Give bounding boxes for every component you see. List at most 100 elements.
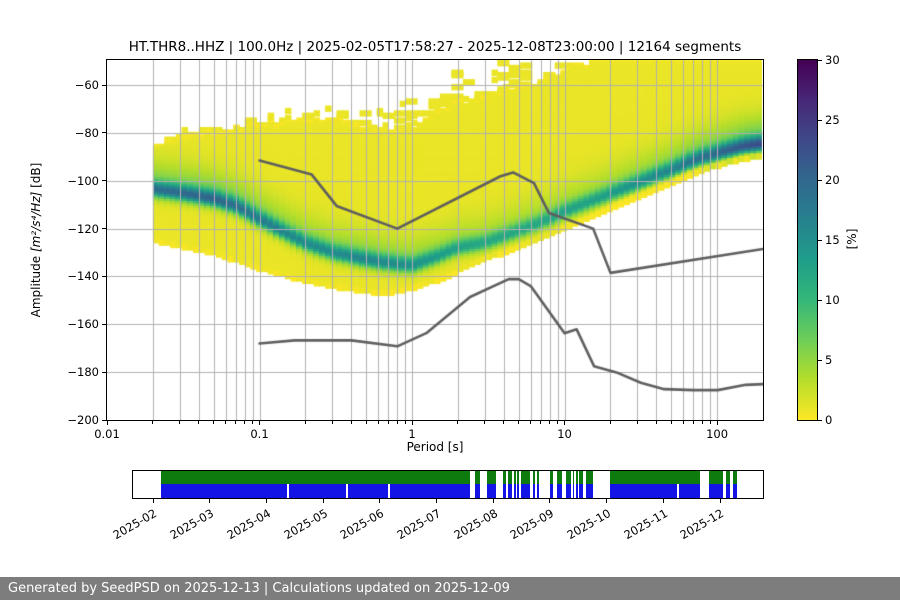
coverage-segment-row-2-blue (565, 484, 571, 498)
coverage-segment-row-1-green (550, 471, 554, 484)
timeline-month-label: 2025-12 (677, 506, 727, 543)
timeline-coverage (132, 470, 764, 499)
coverage-segment-row-1-green (514, 471, 517, 484)
timeline-month-label: 2025-10 (564, 506, 614, 543)
coverage-segment-row-1-green (533, 471, 535, 484)
plot-title: HT.THR8..HHZ | 100.0Hz | 2025-02-05T17:5… (128, 39, 742, 55)
coverage-segment-row-1-green (725, 471, 731, 484)
timeline-month-tick (209, 499, 211, 503)
coverage-segment-row-1-green (575, 471, 578, 484)
colorbar-tick-label: 0 (825, 413, 833, 427)
x-axis-major-tick (411, 421, 413, 425)
x-axis-minor-tick (609, 421, 611, 424)
coverage-segment-row-2-blue (575, 484, 578, 498)
timeline-month-label: 2025-07 (394, 506, 444, 543)
coverage-segment-row-1-green (579, 471, 583, 484)
y-axis-tick (102, 180, 106, 182)
x-axis-minor-tick (235, 421, 237, 424)
y-axis-tick-label: −120 (67, 221, 99, 236)
y-axis-tick (102, 323, 106, 325)
coverage-blue-gap (286, 484, 289, 498)
colorbar-tick-label: 5 (825, 353, 833, 367)
coverage-segment-row-1-green (160, 471, 471, 484)
coverage-blue-gap (345, 484, 348, 498)
coverage-segment-row-2-blue (725, 484, 731, 498)
x-axis-minor-tick (377, 421, 379, 424)
x-axis-minor-tick (670, 421, 672, 424)
colorbar-tick-label: 10 (825, 293, 840, 307)
x-axis-tick-label: 0.01 (94, 427, 120, 441)
y-axis-tick-label: −140 (67, 269, 99, 284)
colorbar-tick (818, 59, 822, 61)
x-axis-minor-tick (365, 421, 367, 424)
y-axis-tick-label: −180 (67, 365, 99, 380)
coverage-blue-gap (677, 484, 680, 498)
x-axis-minor-tick (457, 421, 459, 424)
timeline-month-tick (379, 499, 381, 503)
coverage-segment-row-2-blue (160, 484, 471, 498)
timeline-month-label: 2025-06 (337, 506, 387, 543)
x-axis-minor-tick (701, 421, 703, 424)
x-axis-major-tick (716, 421, 718, 425)
coverage-segment-row-2-blue (585, 484, 593, 498)
x-axis-minor-tick (692, 421, 694, 424)
coverage-segment-row-1-green (517, 471, 520, 484)
coverage-segment-row-2-blue (572, 484, 574, 498)
timeline-month-label: 2025-02 (110, 506, 160, 543)
y-axis-tick (102, 132, 106, 134)
x-axis-tick-label: 1 (408, 427, 416, 441)
timeline-month-tick (606, 499, 608, 503)
x-axis-minor-tick (198, 421, 200, 424)
coverage-segment-row-2-blue (609, 484, 700, 498)
timeline-month-tick (492, 499, 494, 503)
x-axis-minor-tick (350, 421, 352, 424)
timeline-month-label: 2025-09 (507, 506, 557, 543)
coverage-segment-row-1-green (572, 471, 574, 484)
coverage-segment-row-2-blue (502, 484, 506, 498)
timeline-month-label: 2025-04 (224, 506, 273, 543)
x-axis-minor-tick (396, 421, 398, 424)
timeline-month-label: 2025-08 (451, 506, 500, 543)
coverage-segment-row-1-green (487, 471, 496, 484)
colorbar-tick (818, 419, 822, 421)
y-axis-tick (102, 275, 106, 277)
coverage-segment-row-1-green (475, 471, 481, 484)
coverage-segment-row-1-green (521, 471, 530, 484)
x-axis-minor-tick (484, 421, 486, 424)
coverage-segment-row-2-blue (517, 484, 520, 498)
coverage-segment-row-2-blue (533, 484, 535, 498)
x-axis-minor-tick (682, 421, 684, 424)
coverage-segment-row-2-blue (732, 484, 738, 498)
x-axis-minor-tick (404, 421, 406, 424)
y-axis-tick (102, 84, 106, 86)
coverage-segment-row-2-blue (507, 484, 513, 498)
timeline-month-tick (265, 499, 267, 503)
x-axis-minor-tick (252, 421, 254, 424)
x-axis-minor-tick (179, 421, 181, 424)
x-axis-major-tick (259, 421, 261, 425)
timeline-month-label: 2025-03 (167, 506, 217, 543)
coverage-segment-row-2-blue (556, 484, 563, 498)
coverage-segment-row-1-green (585, 471, 593, 484)
colorbar-tick-label: 30 (825, 53, 840, 67)
ppsd-heatmap (106, 59, 764, 421)
x-axis-minor-tick (557, 421, 559, 424)
timeline-month-tick (662, 499, 664, 503)
coverage-segment-row-2-blue (708, 484, 724, 498)
y-axis-label-units: [m²/s⁴/Hz] (29, 191, 43, 253)
coverage-segment-row-2-blue (579, 484, 583, 498)
x-axis-minor-tick (503, 421, 505, 424)
x-axis-minor-tick (331, 421, 333, 424)
x-axis-minor-tick (655, 421, 657, 424)
footer-text: Generated by SeedPSD on 2025-12-13 | Cal… (8, 581, 510, 596)
colorbar-tick (818, 239, 822, 241)
coverage-segment-row-1-green (708, 471, 724, 484)
colorbar-tick (818, 119, 822, 121)
timeline-month-tick (436, 499, 438, 503)
x-axis-minor-tick (709, 421, 711, 424)
x-axis-major-tick (564, 421, 566, 425)
colorbar-tick-label: 20 (825, 173, 840, 187)
x-axis-tick-label: 100 (706, 427, 729, 441)
coverage-segment-row-1-green (507, 471, 513, 484)
